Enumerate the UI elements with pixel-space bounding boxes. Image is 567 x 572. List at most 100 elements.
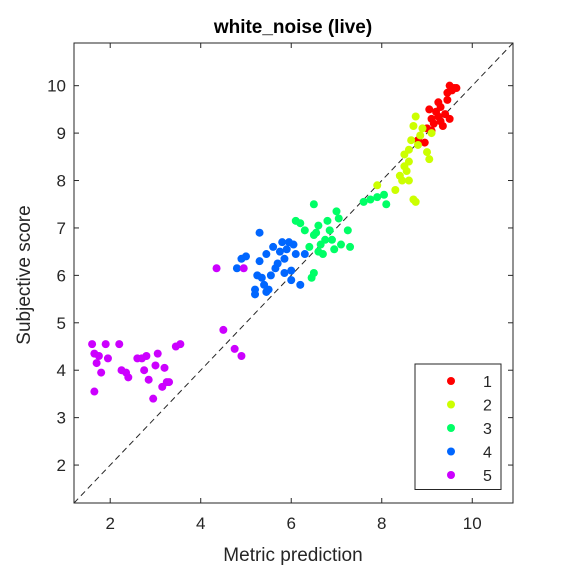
data-point-series-5 xyxy=(151,361,160,370)
x-tick-label: 2 xyxy=(105,514,114,533)
data-point-series-4 xyxy=(266,271,275,280)
data-point-series-3 xyxy=(332,207,341,216)
data-point-series-5 xyxy=(94,351,103,360)
y-tick-label: 6 xyxy=(57,266,66,285)
data-point-series-5 xyxy=(160,363,169,372)
x-tick-label: 4 xyxy=(196,514,205,533)
data-point-series-4 xyxy=(278,238,287,247)
y-tick-label: 4 xyxy=(57,361,66,380)
data-point-series-3 xyxy=(300,226,309,235)
legend-frame xyxy=(414,363,502,490)
data-point-series-4 xyxy=(300,250,309,259)
data-point-series-4 xyxy=(275,247,284,256)
data-point-series-2 xyxy=(404,157,413,166)
x-tick-label: 10 xyxy=(463,514,482,533)
x-axis-ticks: 2 4 6 8 10 xyxy=(105,43,482,533)
data-point-series-5 xyxy=(219,325,228,334)
data-point-series-3 xyxy=(330,245,339,254)
data-point-series-1 xyxy=(438,121,447,130)
data-point-series-5 xyxy=(90,387,99,396)
y-tick-label: 8 xyxy=(57,172,66,191)
data-point-series-2 xyxy=(423,148,432,157)
legend-marker-series-5 xyxy=(447,471,455,479)
data-point-series-5 xyxy=(88,340,97,349)
data-point-series-2 xyxy=(395,171,404,180)
data-points xyxy=(88,81,461,403)
data-point-series-5 xyxy=(115,340,124,349)
data-point-series-3 xyxy=(314,247,323,256)
data-point-series-3 xyxy=(309,200,318,209)
data-point-series-2 xyxy=(416,131,425,140)
data-point-series-2 xyxy=(425,155,434,164)
data-point-series-3 xyxy=(343,226,352,235)
data-point-series-5 xyxy=(165,378,174,387)
y-tick-label: 7 xyxy=(57,219,66,238)
data-point-series-5 xyxy=(140,366,149,375)
data-point-series-4 xyxy=(280,254,289,263)
data-point-series-4 xyxy=(287,276,296,285)
data-point-series-3 xyxy=(337,240,346,249)
legend-marker-series-4 xyxy=(447,447,455,456)
legend-label-series-4: 4 xyxy=(483,445,492,462)
data-point-series-4 xyxy=(241,252,250,261)
data-point-series-4 xyxy=(255,228,264,237)
data-point-series-5 xyxy=(142,351,151,360)
data-point-series-4 xyxy=(255,257,264,266)
data-point-series-5 xyxy=(212,264,221,273)
legend-label-series-2: 2 xyxy=(483,398,492,415)
data-point-series-4 xyxy=(273,259,282,268)
identity-reference-line xyxy=(73,42,514,504)
data-point-series-3 xyxy=(380,190,389,199)
data-point-series-5 xyxy=(103,354,112,363)
legend-label-series-3: 3 xyxy=(483,421,492,438)
data-point-series-5 xyxy=(153,349,162,358)
legend-label-series-1: 1 xyxy=(483,374,492,391)
data-point-series-3 xyxy=(305,242,314,251)
data-point-series-3 xyxy=(334,214,343,223)
legend-marker-series-3 xyxy=(447,424,455,432)
legend-label-series-5: 5 xyxy=(483,468,492,485)
data-point-series-3 xyxy=(359,197,368,206)
data-point-series-2 xyxy=(373,181,382,190)
chart-title: white_noise (live) xyxy=(213,17,372,38)
data-point-series-2 xyxy=(391,186,400,195)
data-point-series-2 xyxy=(402,167,411,176)
y-tick-label: 9 xyxy=(57,124,66,143)
data-point-series-5 xyxy=(124,373,133,382)
data-point-series-4 xyxy=(264,285,273,294)
data-point-series-1 xyxy=(429,119,438,128)
data-point-series-4 xyxy=(287,266,296,275)
data-point-series-3 xyxy=(321,235,330,244)
data-point-series-5 xyxy=(176,340,185,349)
legend-marker-series-2 xyxy=(447,400,455,409)
data-point-series-3 xyxy=(312,228,321,237)
data-point-series-3 xyxy=(323,216,332,225)
data-point-series-5 xyxy=(239,264,248,273)
x-axis-title: Metric prediction xyxy=(223,545,362,566)
data-point-series-4 xyxy=(262,250,271,259)
data-point-series-1 xyxy=(425,105,434,114)
data-point-series-3 xyxy=(382,200,391,209)
data-point-series-4 xyxy=(253,271,262,280)
y-tick-label: 5 xyxy=(57,314,66,333)
data-point-series-3 xyxy=(327,235,336,244)
data-point-series-4 xyxy=(269,242,278,251)
data-point-series-5 xyxy=(144,375,153,384)
legend: 1 2 3 4 5 xyxy=(414,363,502,490)
data-point-series-5 xyxy=(237,351,246,360)
data-point-series-1 xyxy=(443,95,452,104)
data-point-series-2 xyxy=(409,121,418,130)
data-point-series-2 xyxy=(427,129,436,138)
data-point-series-5 xyxy=(97,368,106,377)
y-axis-title: Subjective score xyxy=(14,205,35,344)
data-point-series-3 xyxy=(314,221,323,230)
data-point-series-4 xyxy=(296,280,305,289)
data-point-series-2 xyxy=(411,112,420,121)
data-point-series-4 xyxy=(280,269,289,277)
data-point-series-1 xyxy=(452,84,461,93)
x-tick-label: 8 xyxy=(377,514,386,533)
legend-marker-series-1 xyxy=(447,377,455,385)
data-point-series-1 xyxy=(420,138,429,147)
data-point-series-4 xyxy=(291,250,300,259)
